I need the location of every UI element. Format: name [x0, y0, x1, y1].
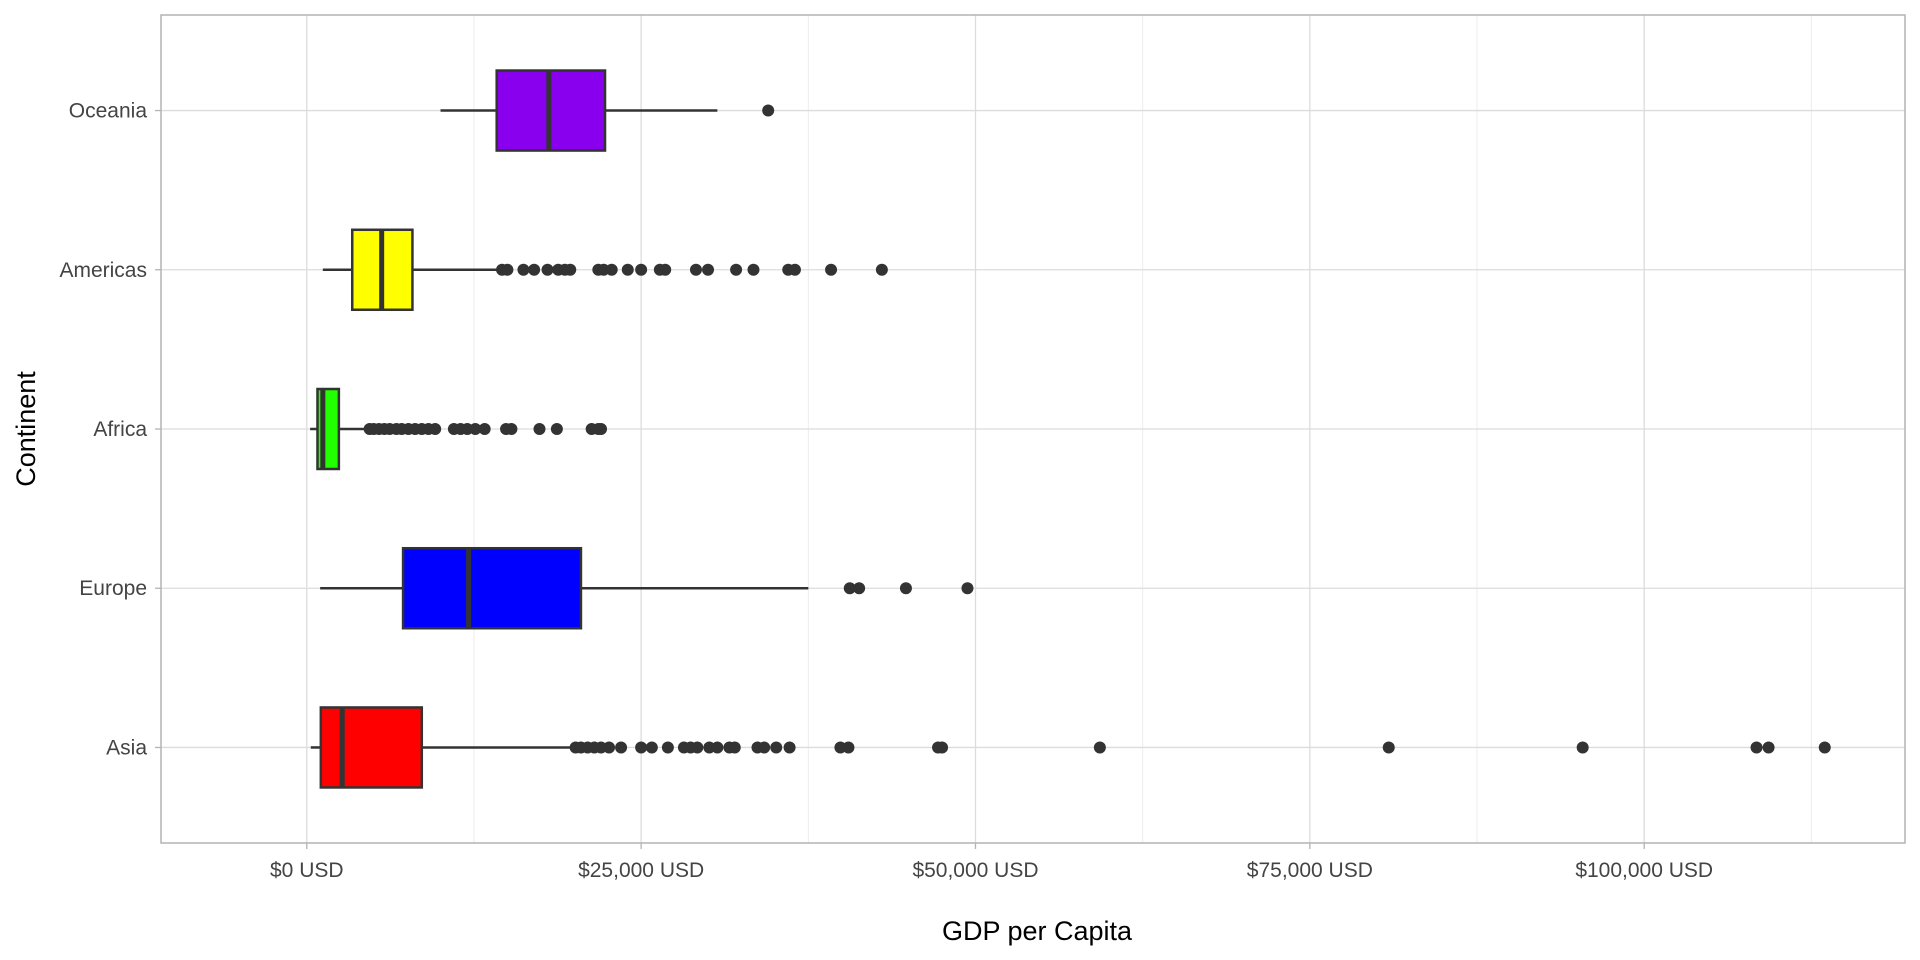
outlier-point: [825, 263, 838, 276]
outlier-point: [1762, 741, 1775, 754]
outlier-point: [961, 582, 974, 595]
outlier-point: [645, 741, 658, 754]
outlier-point: [564, 263, 577, 276]
outlier-point: [783, 741, 796, 754]
box-oceania: [440, 69, 775, 152]
outlier-point: [505, 423, 518, 435]
outlier-point: [659, 263, 672, 276]
box-iqr: [401, 546, 583, 630]
box-asia: [310, 706, 1831, 789]
y-tick-label: Americas: [59, 259, 147, 282]
outlier-point: [1382, 741, 1395, 754]
outlier-point: [615, 741, 628, 754]
outlier-point: [517, 263, 530, 276]
outlier-point: [788, 263, 801, 276]
x-tick-label: $75,000 USD: [1247, 859, 1373, 882]
outlier-point: [661, 741, 674, 754]
outlier-point: [595, 423, 608, 435]
outlier-point: [702, 263, 715, 276]
outlier-point: [1576, 741, 1589, 754]
outlier-point: [550, 423, 563, 435]
outlier-point: [429, 423, 442, 435]
outlier-point: [689, 263, 702, 276]
outlier-point: [635, 263, 648, 276]
y-tick-label: Africa: [93, 418, 147, 441]
box-africa: [310, 387, 608, 471]
y-axis-ticks: Asia Europe Africa Americas Oceania: [59, 100, 161, 759]
outlier-point: [936, 741, 949, 754]
outlier-point: [1818, 741, 1831, 754]
outlier-point: [621, 263, 634, 276]
y-axis-title: Continent: [11, 371, 41, 487]
outlier-point: [747, 263, 760, 276]
box-series: [310, 69, 1831, 789]
outlier-point: [691, 741, 704, 754]
y-tick-label: Asia: [106, 736, 147, 759]
box-europe: [320, 546, 974, 630]
box-iqr: [319, 706, 424, 789]
outlier-point: [770, 741, 783, 754]
outlier-point: [605, 263, 618, 276]
outlier-point: [853, 582, 866, 595]
outlier-point: [478, 423, 491, 435]
outlier-point: [1750, 741, 1763, 754]
outlier-point: [758, 741, 771, 754]
x-axis-ticks: $0 USD $25,000 USD $50,000 USD $75,000 USD $…: [270, 843, 1713, 882]
grid-lines: [161, 15, 1905, 843]
outlier-point: [541, 263, 554, 276]
outlier-point: [1093, 741, 1106, 754]
y-tick-label: Oceania: [69, 100, 148, 123]
outlier-point: [635, 741, 648, 754]
outlier-point: [842, 741, 855, 754]
outlier-point: [762, 104, 775, 117]
outlier-point: [469, 423, 482, 435]
outlier-point: [843, 582, 856, 595]
x-tick-label: $50,000 USD: [912, 859, 1038, 882]
outlier-point: [533, 423, 546, 435]
x-axis-title: GDP per Capita: [942, 916, 1133, 946]
outlier-point: [603, 741, 616, 754]
box-americas: [322, 228, 888, 312]
outlier-point: [875, 263, 888, 276]
x-tick-label: $25,000 USD: [578, 859, 704, 882]
x-tick-label: $100,000 USD: [1575, 859, 1713, 882]
outlier-point: [899, 582, 912, 595]
outlier-point: [711, 741, 724, 754]
outlier-point: [501, 263, 514, 276]
outlier-point: [728, 741, 741, 754]
x-tick-label: $0 USD: [270, 859, 344, 882]
y-tick-label: Europe: [79, 577, 147, 600]
outlier-point: [730, 263, 743, 276]
outlier-point: [528, 263, 541, 276]
